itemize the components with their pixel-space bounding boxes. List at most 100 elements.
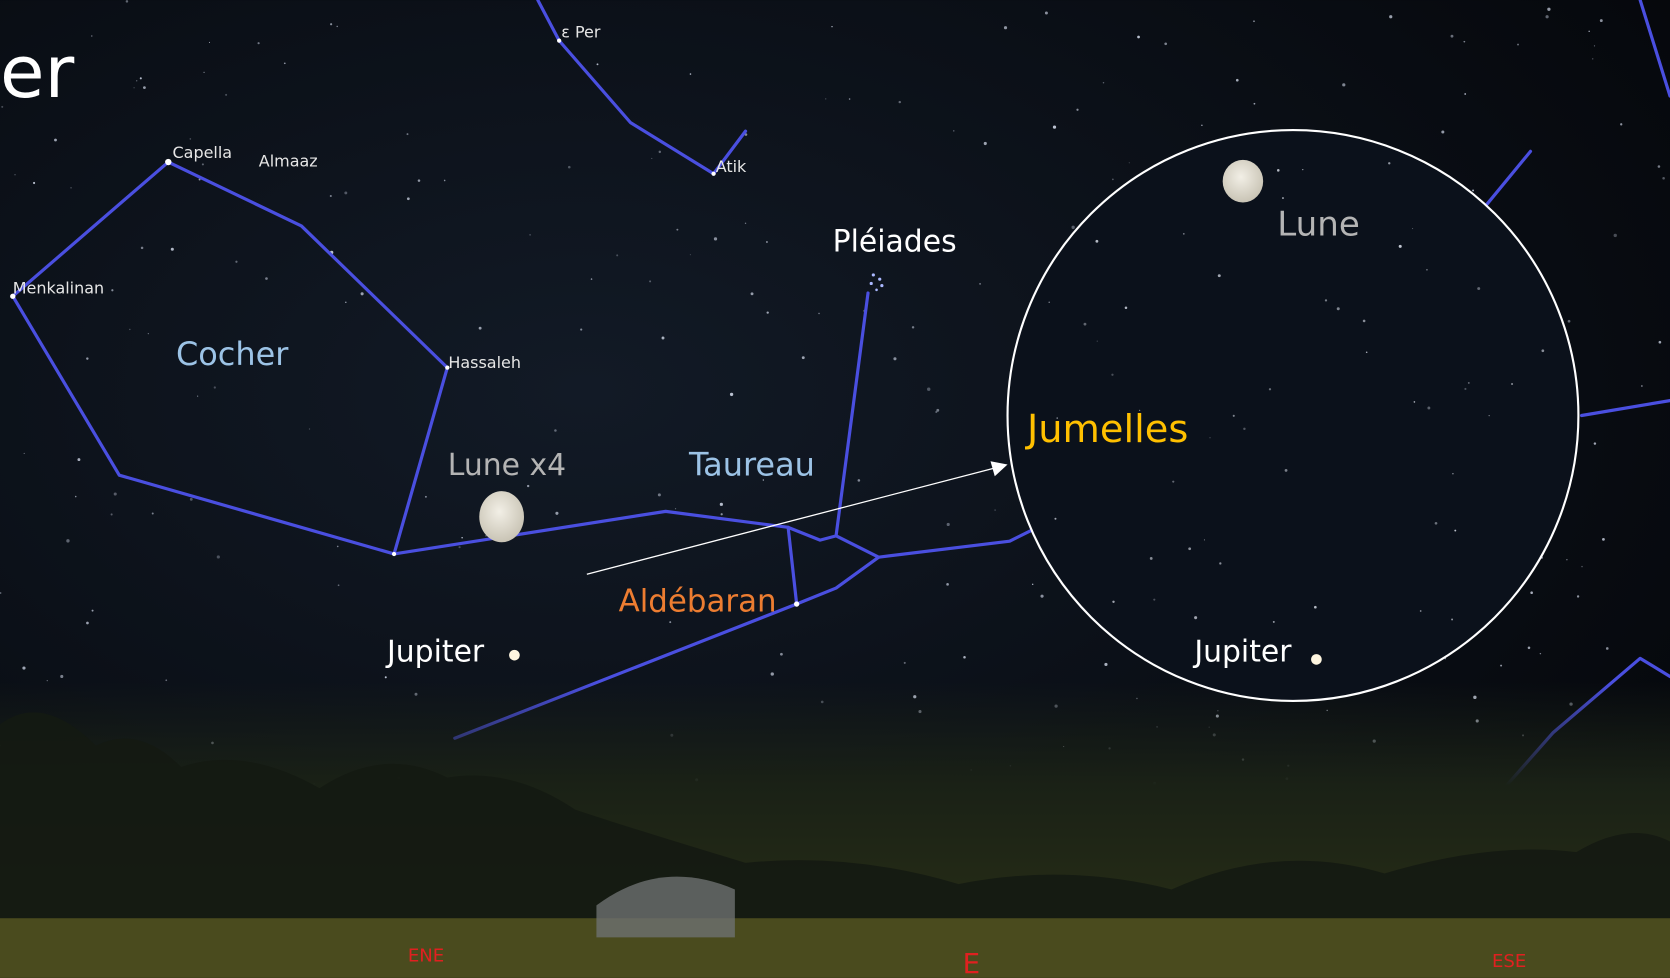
label: Lune — [1277, 204, 1360, 244]
star — [1268, 388, 1272, 391]
star — [1547, 7, 1551, 11]
star — [46, 679, 48, 682]
star-label: Atik — [716, 157, 747, 176]
star — [963, 656, 966, 659]
star — [91, 609, 94, 612]
star — [1541, 349, 1545, 353]
star — [1576, 595, 1580, 598]
star — [766, 311, 769, 314]
star-label: Menkalinan — [13, 278, 104, 297]
star — [330, 23, 333, 26]
star — [676, 228, 679, 231]
star — [189, 497, 193, 501]
label: Lune x4 — [448, 448, 566, 483]
star — [60, 674, 64, 679]
star — [780, 652, 783, 656]
star — [1441, 130, 1445, 134]
star — [1342, 83, 1346, 87]
star — [14, 174, 16, 176]
star — [1003, 26, 1008, 30]
star — [1031, 583, 1034, 586]
star — [143, 86, 146, 89]
star — [1472, 189, 1475, 192]
star — [443, 179, 446, 182]
star — [213, 386, 216, 389]
star-label: Hassaleh — [448, 353, 521, 372]
star — [1128, 162, 1130, 164]
star — [170, 247, 174, 251]
jupiter-inset — [1311, 654, 1322, 665]
star — [1658, 340, 1662, 344]
star — [893, 357, 897, 361]
star — [461, 537, 463, 539]
star — [1450, 34, 1454, 38]
star — [719, 502, 723, 506]
star — [337, 584, 340, 587]
star — [1467, 381, 1470, 384]
star — [129, 328, 131, 331]
star — [77, 458, 81, 462]
star — [1454, 529, 1457, 532]
star — [189, 138, 192, 140]
star — [658, 150, 662, 154]
star — [22, 666, 26, 670]
star — [1284, 468, 1288, 472]
star — [1620, 123, 1623, 126]
star — [1124, 306, 1128, 309]
ground — [0, 681, 1670, 978]
star-label: Almaaz — [259, 152, 318, 171]
star — [1477, 287, 1481, 291]
star — [1591, 58, 1594, 60]
star — [197, 395, 199, 397]
taurus-line — [392, 291, 870, 556]
compass-label: E — [963, 947, 981, 978]
star — [1182, 232, 1185, 235]
perseus-line — [536, 0, 748, 176]
star — [74, 495, 77, 498]
jupiter — [509, 649, 520, 661]
star — [1232, 414, 1235, 417]
star — [1593, 442, 1597, 445]
star — [458, 546, 461, 549]
star — [1464, 93, 1467, 95]
star — [848, 98, 851, 100]
star — [1040, 594, 1044, 598]
star — [1172, 480, 1175, 483]
star — [1593, 45, 1596, 47]
star — [1566, 559, 1568, 561]
gemini-line — [1638, 0, 1670, 98]
star — [478, 326, 482, 330]
star — [147, 332, 149, 335]
star — [1071, 225, 1075, 229]
star — [1282, 197, 1284, 199]
star — [1530, 591, 1533, 595]
star — [345, 301, 347, 303]
star — [1398, 244, 1402, 248]
star — [1336, 307, 1340, 311]
star — [1153, 598, 1156, 601]
star — [0, 592, 2, 595]
star — [265, 277, 268, 280]
star — [770, 672, 774, 676]
star — [554, 429, 557, 432]
constellation-name: Taureau — [688, 446, 815, 484]
star — [1500, 664, 1503, 667]
star — [1149, 557, 1153, 560]
star — [979, 282, 981, 285]
title: er — [0, 31, 75, 115]
taurus-line — [786, 525, 881, 606]
star — [1138, 409, 1141, 412]
star — [669, 621, 672, 624]
star — [590, 278, 593, 280]
star — [208, 41, 211, 43]
star — [713, 237, 718, 241]
star — [1581, 565, 1583, 568]
star — [1253, 20, 1255, 23]
star — [1314, 605, 1317, 609]
star — [257, 42, 260, 45]
star — [235, 260, 238, 263]
star — [1048, 301, 1050, 303]
star — [1388, 162, 1391, 165]
star — [1044, 11, 1048, 15]
star — [1488, 415, 1490, 417]
